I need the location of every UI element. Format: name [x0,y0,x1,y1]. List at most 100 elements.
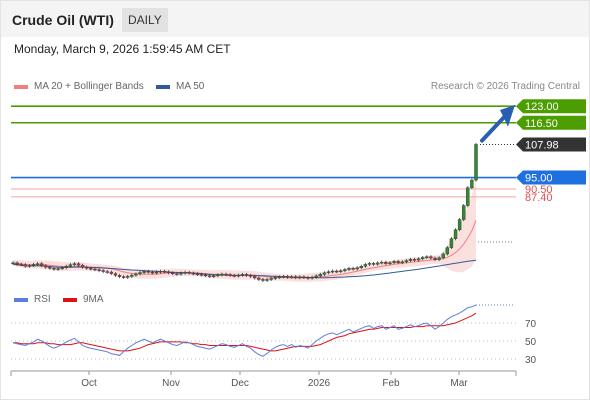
candle [216,274,220,277]
candle [236,274,241,277]
candle [154,271,159,274]
candle [285,276,290,278]
candle [302,276,306,279]
candle [380,261,384,264]
header-bar: Crude Oil (WTI) DAILY [1,1,589,37]
candle [371,263,376,265]
candle [339,270,343,272]
candle [470,179,474,188]
candle [179,272,183,275]
rsi-tick-50: 50 [525,337,537,348]
rsi-tick-30: 30 [525,355,537,366]
candle [429,256,433,259]
candle [142,271,146,273]
legend-rsi: RSI [14,294,51,305]
candle [117,275,122,277]
candle [105,271,109,273]
candle [48,267,52,269]
candle [39,263,44,266]
legend-rsi-label: RSI [34,294,51,305]
candle [269,278,273,280]
candle [232,275,236,277]
candle [306,277,310,279]
candle [97,269,101,271]
candle [207,275,212,277]
candle [298,276,302,279]
candle [31,264,36,266]
candle [462,205,466,220]
candle [351,268,355,270]
legend-bollinger: MA 20 + Bollinger Bands [14,81,144,92]
candle [355,267,359,270]
period-button[interactable]: DAILY [122,8,168,32]
level-label-4: 87.40 [525,192,553,204]
candle [404,260,409,263]
candle [449,238,454,248]
candle [175,273,179,275]
candle [437,257,441,260]
x-tick-label: Mar [450,378,468,389]
candle [273,277,277,279]
candle [212,275,216,277]
candle [220,273,224,276]
candle [171,272,175,275]
candle [130,274,134,277]
credit-text: Research © 2026 Trading Central [430,81,580,92]
candle [453,229,458,239]
candle [162,271,167,273]
level-tag-1 [516,115,586,130]
candle [109,271,114,274]
candle [23,264,27,267]
candle [150,271,155,274]
candle [228,274,232,276]
x-tick-label: Nov [162,378,180,389]
rsi-line [12,304,477,357]
rsi-tick-70: 70 [525,319,537,330]
legend-ma50: MA 50 [156,81,204,92]
candle [294,276,298,278]
candle [347,268,351,270]
candle [253,276,257,279]
instrument-title: Crude Oil (WTI) [12,12,114,28]
forecast-arrow-head [500,104,515,127]
rsi-swatch [14,297,28,302]
candle [392,261,396,263]
candle [166,271,171,274]
candle [363,264,368,267]
level-tag-0 [516,99,586,114]
candle [199,274,204,276]
candle [330,270,335,273]
candle [445,247,450,255]
candle [11,262,15,265]
candle [396,261,400,263]
candle [44,265,48,268]
candle [146,271,150,273]
candle [187,272,191,274]
legend-rsi-ma: 9MA [63,294,104,305]
ma50-swatch [156,84,170,89]
x-tick-label: Feb [382,378,400,389]
candle [416,258,421,261]
level-label-3: 90.50 [525,184,553,196]
candle [457,219,462,230]
candle [466,187,470,206]
candle [281,276,286,278]
timestamp: Monday, March 9, 2026 1:59:45 AM CET [14,42,231,56]
candle [64,266,68,268]
candle [248,275,253,277]
candle [191,272,195,275]
candle [388,262,392,264]
candle [421,257,425,260]
candle [343,269,347,271]
candle [195,273,200,276]
candle [183,272,187,274]
candle [80,264,85,268]
candle [400,261,404,264]
forecast-arrow-shaft [480,113,508,143]
candle [408,259,413,261]
legend-rsi-ma-label: 9MA [83,294,104,305]
x-tick-label: Dec [231,378,249,389]
candle [85,267,89,269]
